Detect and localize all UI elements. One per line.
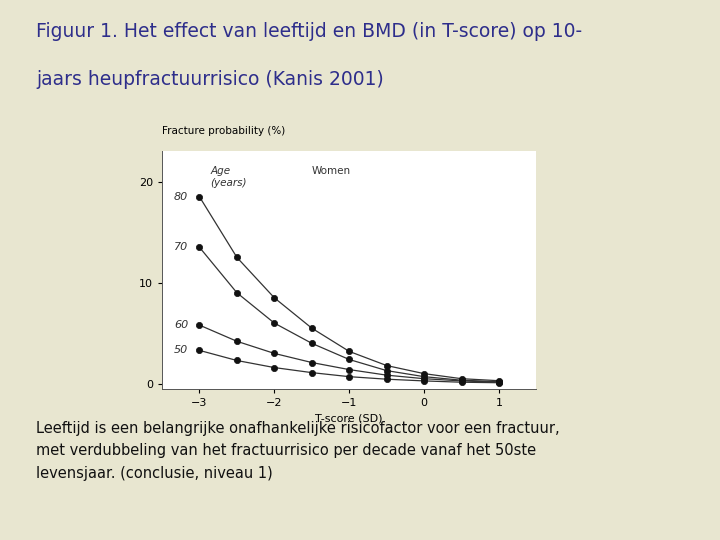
Text: Figuur 1. Het effect van leeftijd en BMD (in T-score) op 10-: Figuur 1. Het effect van leeftijd en BMD… bbox=[36, 22, 582, 40]
Text: jaars heupfractuurrisico (Kanis 2001): jaars heupfractuurrisico (Kanis 2001) bbox=[36, 70, 384, 89]
Text: 80: 80 bbox=[174, 192, 188, 202]
X-axis label: T-score (SD): T-score (SD) bbox=[315, 414, 383, 423]
Text: Age
(years): Age (years) bbox=[211, 166, 247, 188]
Text: Fracture probability (%): Fracture probability (%) bbox=[162, 126, 285, 136]
Text: 50: 50 bbox=[174, 346, 188, 355]
Text: 70: 70 bbox=[174, 242, 188, 252]
Text: Leeftijd is een belangrijke onafhankelijke risicofactor voor een fractuur,
met v: Leeftijd is een belangrijke onafhankelij… bbox=[36, 421, 559, 481]
Text: 60: 60 bbox=[174, 320, 188, 330]
Text: Women: Women bbox=[312, 166, 351, 177]
